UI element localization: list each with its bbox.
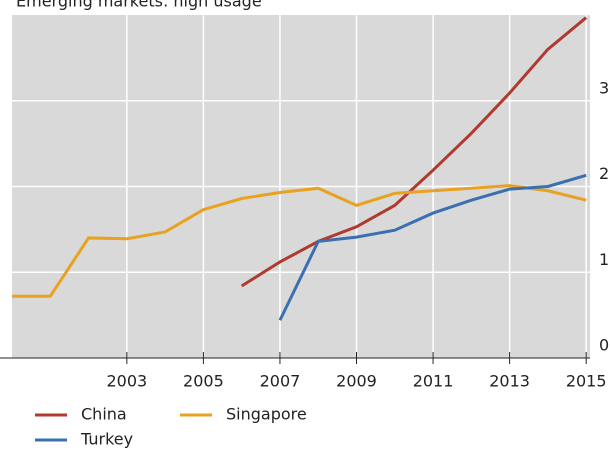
- chart-title: Emerging markets: high usage: [16, 0, 262, 11]
- y-tick-label: 1: [599, 250, 609, 269]
- y-tick-label: 0: [599, 336, 609, 355]
- x-tick-label: 2009: [336, 372, 377, 391]
- x-tick-label: 2007: [260, 372, 301, 391]
- x-tick-label: 2003: [106, 372, 147, 391]
- x-tick-label: 2011: [413, 372, 454, 391]
- series-line: [240, 16, 588, 288]
- legend-label: Turkey: [80, 430, 133, 449]
- x-tick-label: 2005: [183, 372, 224, 391]
- y-tick-label: 2: [599, 164, 609, 183]
- series-line: [12, 184, 587, 298]
- legend-label: China: [81, 405, 127, 424]
- legend-label: Singapore: [226, 405, 307, 424]
- y-tick-label: 3: [599, 78, 609, 97]
- x-tick-label: 2013: [489, 372, 530, 391]
- x-tick-label: 2015: [566, 372, 607, 391]
- series-line: [278, 173, 587, 321]
